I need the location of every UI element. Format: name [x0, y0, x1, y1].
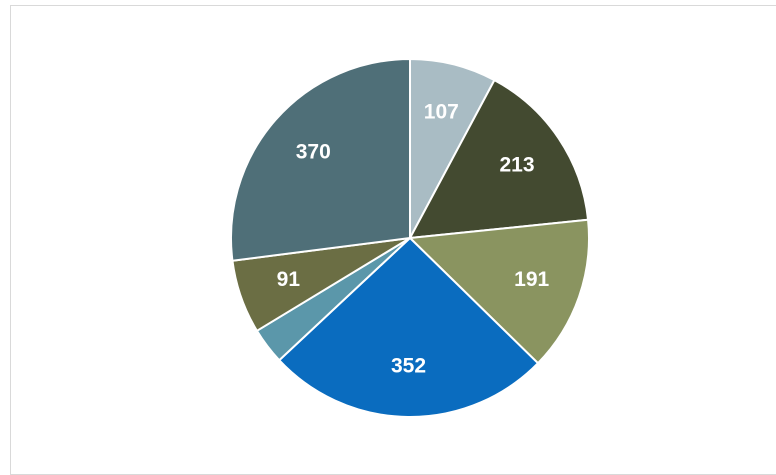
page: {"chart_data": {"type": "pie", "values":…: [10, 5, 776, 475]
pie-slice: [277, 236, 540, 418]
data-label: 191: [514, 268, 549, 291]
data-label: 370: [296, 140, 331, 163]
pie-slice: [230, 57, 411, 262]
data-label: 352: [391, 354, 426, 377]
data-label: 107: [424, 101, 459, 124]
pie-slice: [408, 78, 590, 240]
data-label: 213: [500, 154, 535, 177]
chart: 107 213 191 352 91 370: [230, 57, 590, 418]
data-label: 91: [277, 268, 301, 291]
pie-slice: [407, 218, 590, 365]
